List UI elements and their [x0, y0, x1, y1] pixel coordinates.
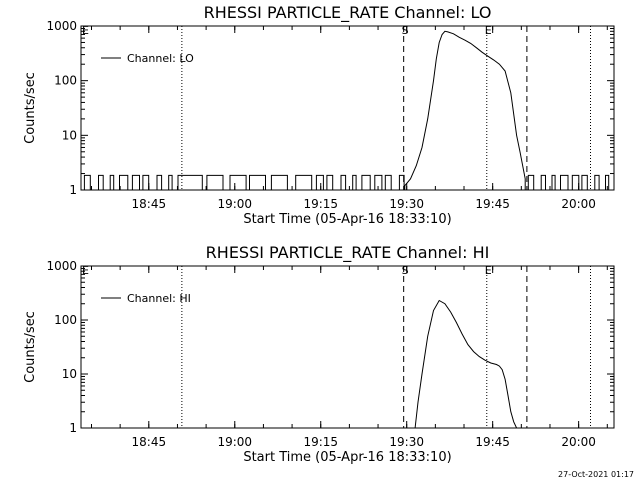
- chart-title: RHESSI PARTICLE_RATE Channel: LO: [204, 3, 492, 23]
- y-tick-label: 1: [69, 421, 77, 435]
- x-axis-label: Start Time (05-Apr-16 18:33:10): [243, 450, 451, 465]
- left-edge-marker: E: [82, 264, 89, 277]
- chart-title: RHESSI PARTICLE_RATE Channel: HI: [206, 243, 490, 263]
- marker-label: E: [485, 24, 492, 37]
- marker-label: S: [402, 264, 409, 277]
- x-tick-label: 20:00: [561, 435, 596, 449]
- x-axis-label: Start Time (05-Apr-16 18:33:10): [243, 212, 451, 227]
- y-tick-label: 1000: [46, 259, 77, 273]
- x-tick-label: 19:00: [217, 435, 252, 449]
- x-tick-label: 19:15: [303, 197, 338, 211]
- y-tick-label: 10: [62, 367, 77, 381]
- plot-frame: [80, 265, 615, 429]
- y-tick-label: 1000: [46, 19, 77, 33]
- marker-label: S: [402, 24, 409, 37]
- legend-label: Channel: HI: [127, 292, 191, 305]
- series-line: [414, 299, 518, 429]
- y-tick-label: 10: [62, 128, 77, 142]
- x-tick-label: 18:45: [132, 197, 167, 211]
- series-line: [81, 30, 614, 191]
- x-tick-label: 19:00: [217, 197, 252, 211]
- y-axis-label: Counts/sec: [23, 72, 38, 144]
- x-tick-label: 19:30: [389, 435, 424, 449]
- marker-label: E: [485, 264, 492, 277]
- plot-frame: [80, 25, 615, 191]
- x-tick-label: 19:30: [389, 197, 424, 211]
- timestamp: 27-Oct-2021 01:17: [558, 470, 634, 479]
- y-tick-label: 100: [54, 313, 77, 327]
- x-tick-label: 19:15: [303, 435, 338, 449]
- y-tick-label: 100: [54, 74, 77, 88]
- y-tick-label: 1: [69, 183, 77, 197]
- x-tick-label: 19:45: [475, 197, 510, 211]
- legend-label: Channel: LO: [127, 52, 194, 65]
- x-tick-label: 19:45: [475, 435, 510, 449]
- x-tick-label: 18:45: [132, 435, 167, 449]
- x-tick-label: 20:00: [561, 197, 596, 211]
- y-axis-label: Counts/sec: [23, 311, 38, 383]
- left-edge-marker: E: [82, 24, 89, 37]
